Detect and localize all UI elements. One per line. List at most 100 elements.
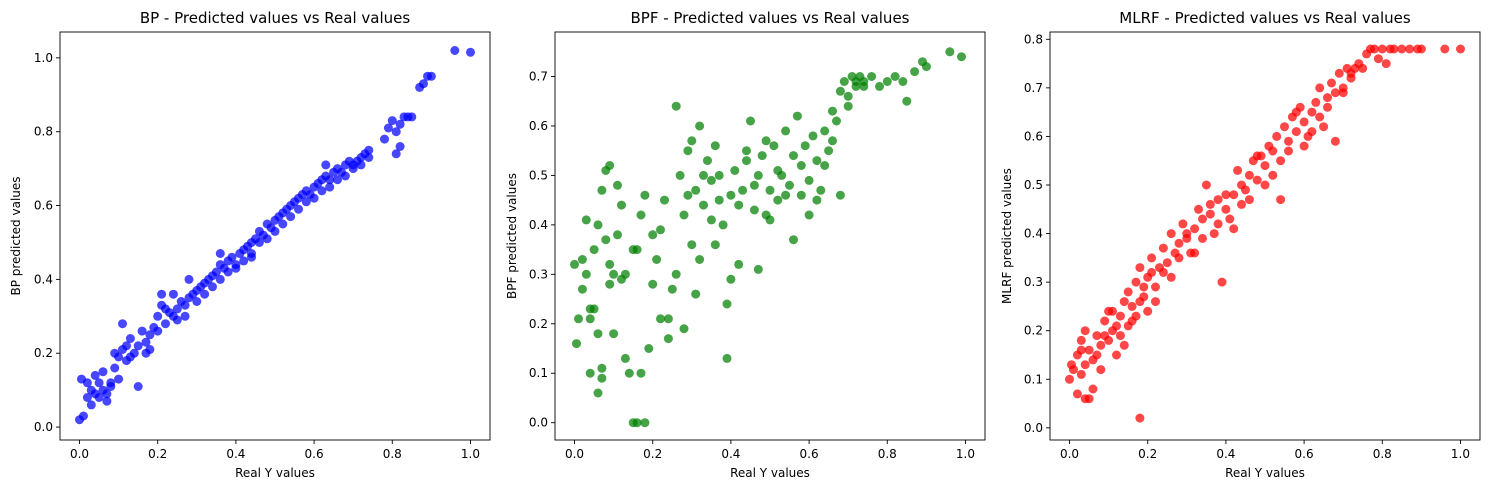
bpf-data-point — [820, 161, 830, 170]
bpf-data-point — [679, 324, 689, 334]
mlrf-data-point — [1252, 175, 1262, 185]
bpf-data-point — [839, 77, 849, 86]
bpf-y-tick-label: 0.0 — [529, 416, 548, 430]
bpf-data-point — [769, 141, 779, 151]
bp-data-point — [180, 300, 190, 310]
mlrf-x-tick-label: 0.8 — [1373, 447, 1392, 461]
bpf-data-point — [628, 245, 638, 255]
bpf-data-point — [699, 200, 708, 210]
bpf-data-point — [824, 146, 834, 156]
bpf-data-point — [601, 235, 611, 245]
bpf-data-point — [605, 259, 615, 269]
bp-data-point — [223, 267, 233, 277]
bpf-data-point — [820, 126, 830, 136]
bpf-data-point — [683, 146, 693, 156]
bp-data-point — [110, 363, 120, 373]
mlrf-y-tick-label: 0.1 — [1024, 372, 1043, 386]
mlrf-data-point — [1346, 68, 1356, 78]
bpf-data-point — [789, 235, 798, 245]
bpf-data-point — [597, 185, 607, 195]
bp-data-point — [321, 160, 331, 170]
mlrf-data-point — [1198, 214, 1207, 224]
bpf-data-point — [671, 101, 681, 111]
mlrf-data-point — [1229, 190, 1239, 200]
bpf-data-point — [656, 314, 665, 324]
bpf-data-point — [593, 329, 603, 339]
bpf-data-point — [679, 210, 689, 220]
bp-data-point — [180, 311, 190, 321]
mlrf-data-point — [1084, 345, 1094, 355]
bpf-data-point — [710, 240, 720, 250]
bp-x-tick-label: 1.0 — [461, 447, 480, 461]
mlrf-data-point — [1213, 195, 1223, 205]
bpf-data-point — [691, 289, 701, 299]
bp-x-tick-label: 0.2 — [148, 447, 167, 461]
mlrf-data-point — [1194, 204, 1203, 214]
bp-x-tick-label: 0.6 — [305, 447, 324, 461]
bpf-data-point — [804, 210, 814, 220]
bpf-data-point — [726, 190, 736, 200]
mlrf-x-tick-label: 0.0 — [1060, 447, 1079, 461]
mlrf-data-point — [1147, 253, 1157, 263]
mlrf-data-point — [1162, 258, 1172, 268]
bpf-data-point — [792, 111, 802, 121]
bp-data-point — [325, 175, 335, 185]
mlrf-data-point — [1330, 88, 1340, 98]
bpf-y-tick-label: 0.5 — [529, 168, 548, 182]
mlrf-data-point — [1131, 311, 1141, 321]
bpf-data-point — [734, 200, 744, 210]
mlrf-data-point — [1268, 146, 1278, 156]
bpf-y-tick-label: 0.7 — [529, 70, 548, 84]
bp-data-point — [200, 289, 210, 299]
bpf-data-point — [808, 131, 818, 141]
mlrf-data-point — [1076, 345, 1086, 355]
bp-data-point — [192, 297, 202, 306]
bp-y-tick-label: 1.0 — [34, 51, 53, 65]
bpf-data-point — [765, 215, 775, 225]
bp-y-tick-label: 0.0 — [34, 420, 53, 434]
mlrf-data-point — [1241, 185, 1250, 195]
mlrf-data-point — [1299, 141, 1309, 151]
bpf-y-tick-label: 0.1 — [529, 366, 548, 380]
bpf-data-point — [859, 81, 869, 91]
bp-data-point — [145, 330, 155, 340]
bpf-data-point — [695, 255, 705, 264]
bpf-y-tick-label: 0.3 — [529, 267, 548, 281]
bpf-data-point — [636, 210, 646, 220]
mlrf-data-point — [1319, 122, 1329, 132]
bpf-data-point — [714, 195, 724, 205]
bp-data-point — [278, 219, 288, 229]
bpf-data-point — [624, 368, 634, 378]
mlrf-data-point — [1217, 277, 1227, 287]
mlrf-data-point — [1115, 331, 1125, 341]
bpf-data-point — [609, 329, 619, 339]
mlrf-data-point — [1147, 267, 1157, 277]
mlrf-x-tick-label: 1.0 — [1451, 447, 1470, 461]
mlrf-data-point — [1100, 316, 1110, 326]
bp-points — [75, 46, 475, 425]
bpf-data-point — [605, 279, 615, 289]
bpf-data-point — [730, 166, 740, 175]
mlrf-data-point — [1334, 68, 1344, 78]
mlrf-y-tick-label: 0.7 — [1024, 81, 1043, 95]
bp-data-point — [301, 197, 311, 207]
bpf-data-point — [796, 190, 806, 200]
bp-data-point — [141, 337, 151, 347]
mlrf-data-point — [1151, 282, 1160, 292]
bpf-data-point — [667, 284, 677, 294]
bpf-data-point — [796, 161, 806, 170]
mlrf-data-point — [1158, 267, 1168, 277]
bpf-data-point — [593, 220, 603, 230]
mlrf-y-tick-label: 0.4 — [1024, 227, 1043, 241]
bpf-data-point — [890, 72, 900, 81]
mlrf-data-point — [1115, 311, 1125, 321]
bp-data-point — [208, 282, 217, 292]
bp-scatter-panel: BP - Predicted values vs Real values 0.0… — [9, 9, 491, 480]
bpf-x-axis-label: Real Y values — [730, 466, 810, 480]
mlrf-data-point — [1323, 102, 1332, 112]
bpf-data-point — [652, 255, 662, 264]
bpf-data-point — [789, 151, 798, 161]
mlrf-data-point — [1096, 340, 1106, 350]
bp-data-point — [215, 274, 225, 284]
bpf-data-point — [734, 259, 744, 269]
